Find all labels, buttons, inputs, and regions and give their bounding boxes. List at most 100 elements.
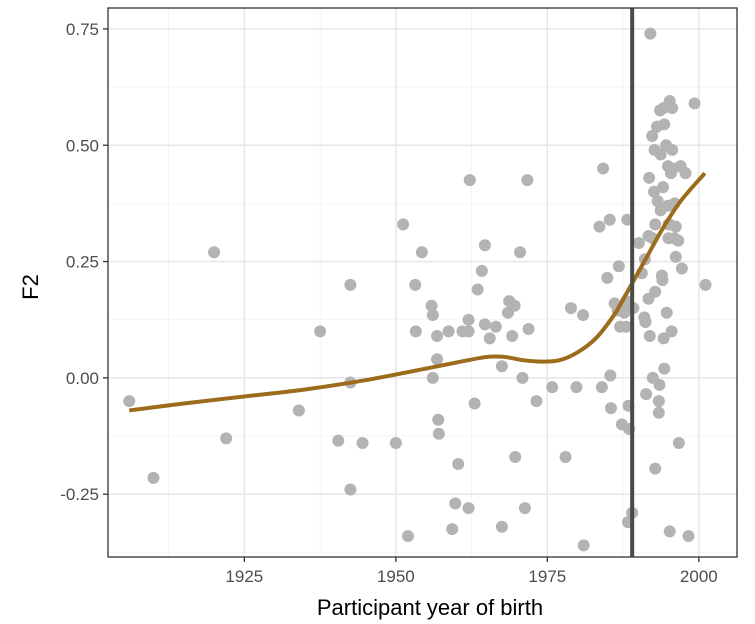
data-point <box>478 318 491 331</box>
data-point <box>489 320 502 333</box>
data-point <box>401 530 414 543</box>
data-point <box>409 278 422 291</box>
data-point <box>463 174 476 187</box>
panel-border <box>107 7 738 558</box>
y-tick-label: 0.50 <box>66 136 99 155</box>
data-point <box>415 246 428 259</box>
data-point <box>495 360 508 373</box>
data-point <box>516 371 529 384</box>
data-point <box>643 171 656 184</box>
data-point <box>449 497 462 510</box>
x-tick-label: 1925 <box>225 567 263 586</box>
data-point <box>508 299 521 312</box>
data-point <box>597 162 610 175</box>
data-point <box>518 502 531 515</box>
data-point <box>483 332 496 345</box>
data-point <box>601 271 614 284</box>
data-point <box>495 520 508 533</box>
data-point <box>452 457 465 470</box>
data-point <box>509 450 522 463</box>
y-tick-label: 0.00 <box>66 369 99 388</box>
data-point <box>669 250 682 263</box>
data-point <box>431 330 444 343</box>
x-tick-label: 1950 <box>377 567 415 586</box>
x-axis-title: Participant year of birth <box>317 595 543 620</box>
data-point <box>612 260 625 273</box>
data-point <box>657 332 670 345</box>
data-point <box>389 437 402 450</box>
data-point <box>643 330 656 343</box>
y-tick-label: 0.75 <box>66 20 99 39</box>
data-point <box>640 388 653 401</box>
data-point <box>478 239 491 252</box>
data-point <box>426 371 439 384</box>
data-point <box>442 325 455 338</box>
data-point <box>432 427 445 440</box>
data-point <box>656 274 669 287</box>
data-point <box>604 369 617 382</box>
smooth-trend-line <box>128 171 707 413</box>
data-point <box>688 97 701 110</box>
data-point <box>639 316 652 329</box>
data-point <box>577 309 590 322</box>
data-point <box>658 362 671 375</box>
data-point <box>475 264 488 277</box>
data-point <box>663 525 676 538</box>
data-point <box>530 395 543 408</box>
data-point <box>666 102 679 115</box>
data-point <box>699 278 712 291</box>
y-tick-label: -0.25 <box>60 485 99 504</box>
data-point <box>646 129 659 142</box>
x-axis-ticks: 1925 1950 1975 2000 <box>225 557 718 586</box>
data-point <box>564 302 577 315</box>
data-point <box>577 539 590 552</box>
data-point <box>462 325 475 338</box>
data-point <box>654 148 667 161</box>
x-tick-label: 1975 <box>528 567 566 586</box>
data-point <box>652 406 665 419</box>
data-point <box>356 437 369 450</box>
data-point <box>644 27 657 40</box>
data-point <box>651 195 664 208</box>
data-point <box>292 404 305 417</box>
data-point <box>660 306 673 319</box>
data-point <box>669 220 682 233</box>
data-point <box>426 309 439 322</box>
data-point <box>593 220 606 233</box>
data-point <box>620 320 633 333</box>
data-point <box>595 381 608 394</box>
data-point <box>666 143 679 156</box>
data-point <box>506 330 519 343</box>
data-point <box>522 323 535 336</box>
data-point <box>658 118 671 131</box>
data-point <box>462 502 475 515</box>
data-point <box>559 450 572 463</box>
data-point <box>432 413 445 426</box>
data-point <box>471 283 484 296</box>
major-gridlines <box>108 8 737 557</box>
data-point <box>344 483 357 496</box>
data-point <box>649 218 662 231</box>
y-tick-label: 0.25 <box>66 253 99 272</box>
data-point <box>652 395 665 408</box>
data-point <box>344 278 357 291</box>
data-point <box>521 174 534 187</box>
data-point <box>649 285 662 298</box>
data-point <box>672 234 685 247</box>
data-point <box>647 185 660 198</box>
data-point <box>147 471 160 484</box>
data-point <box>653 378 666 391</box>
data-point <box>657 181 670 194</box>
data-point <box>679 167 692 180</box>
data-point <box>672 437 685 450</box>
data-point <box>446 523 459 536</box>
data-point <box>431 353 444 366</box>
data-point <box>462 313 475 326</box>
data-point <box>632 236 645 249</box>
data-point <box>425 299 438 312</box>
data-point <box>604 402 617 415</box>
data-point <box>332 434 345 447</box>
data-point <box>682 530 695 543</box>
data-point <box>314 325 327 338</box>
